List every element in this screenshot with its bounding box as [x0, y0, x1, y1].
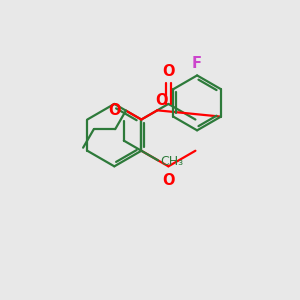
- Text: CH₃: CH₃: [160, 155, 184, 168]
- Text: O: O: [155, 93, 167, 108]
- Text: O: O: [108, 103, 121, 118]
- Text: O: O: [162, 64, 175, 79]
- Text: F: F: [192, 56, 202, 71]
- Text: O: O: [162, 173, 175, 188]
